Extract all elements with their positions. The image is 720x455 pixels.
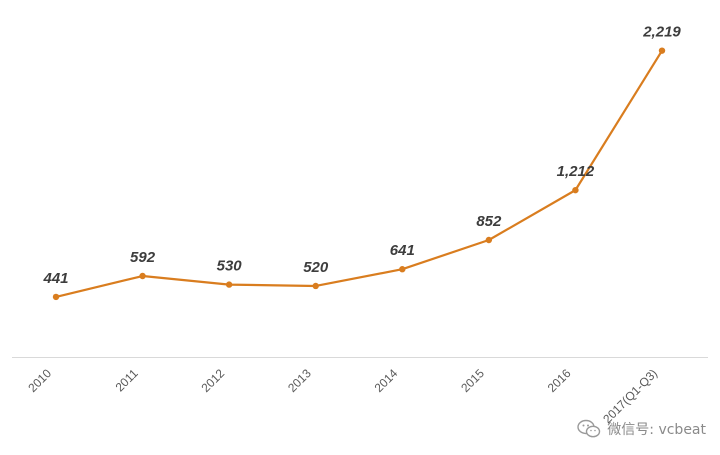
data-label: 641 — [390, 242, 415, 259]
wechat-icon — [577, 419, 601, 438]
data-point — [572, 186, 579, 194]
x-tick-label: 2013 — [285, 366, 314, 395]
data-label: 2,219 — [642, 24, 681, 41]
x-tick-label: 2016 — [545, 366, 574, 395]
data-label: 530 — [217, 258, 243, 275]
x-tick-label: 2012 — [198, 366, 227, 395]
data-point — [52, 293, 60, 301]
x-tick-label: 2010 — [25, 366, 54, 395]
data-point — [485, 236, 493, 244]
series-layer — [52, 47, 666, 301]
data-point — [658, 47, 666, 54]
x-tick-label: 2015 — [458, 366, 487, 395]
data-label: 592 — [130, 249, 156, 266]
data-label: 441 — [42, 270, 68, 287]
x-tick-label: 2017(Q1-Q3) — [600, 366, 660, 426]
x-tick-label: 2014 — [372, 366, 401, 395]
watermark: 微信号: vcbeat — [577, 419, 706, 439]
x-tick-label: 2011 — [113, 366, 141, 394]
data-label: 852 — [476, 213, 502, 230]
x-tick-layer: 2010 2011 2012 2013 2014 2015 2016 2017(Q1-Q3) — [25, 366, 660, 426]
series-line — [55, 50, 663, 298]
data-point — [139, 272, 146, 280]
data-label: 520 — [303, 259, 329, 276]
data-label: 1,212 — [557, 163, 595, 180]
watermark-text: 微信号: vcbeat — [607, 422, 706, 438]
data-point — [399, 266, 406, 273]
data-point — [225, 281, 233, 288]
data-point — [312, 282, 319, 290]
data-label-layer: 441 592 530 520 641 852 1,212 2,219 — [42, 24, 681, 287]
